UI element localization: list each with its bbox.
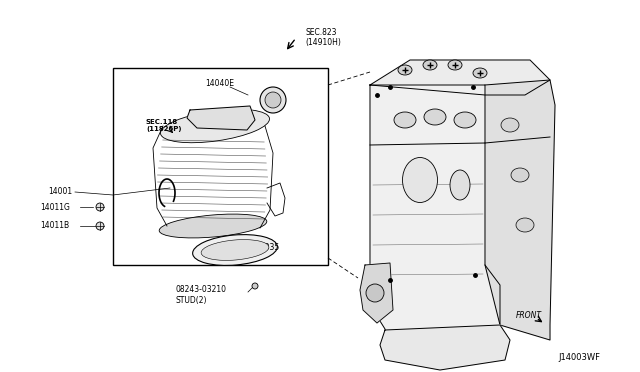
Ellipse shape: [450, 170, 470, 200]
Polygon shape: [485, 80, 555, 340]
Ellipse shape: [473, 68, 487, 78]
Ellipse shape: [366, 284, 384, 302]
Ellipse shape: [265, 92, 281, 108]
Ellipse shape: [424, 109, 446, 125]
Ellipse shape: [448, 60, 462, 70]
Text: J14003WF: J14003WF: [558, 353, 600, 362]
Polygon shape: [380, 325, 510, 370]
Text: FRONT: FRONT: [516, 311, 542, 321]
Polygon shape: [360, 263, 393, 323]
Ellipse shape: [161, 109, 269, 143]
Text: 14011B: 14011B: [40, 221, 69, 231]
Ellipse shape: [260, 87, 286, 113]
Polygon shape: [187, 106, 255, 130]
Ellipse shape: [403, 157, 438, 202]
Ellipse shape: [96, 222, 104, 230]
Ellipse shape: [454, 112, 476, 128]
Ellipse shape: [423, 60, 437, 70]
Text: SEC.118
(11826P): SEC.118 (11826P): [146, 119, 182, 132]
Ellipse shape: [394, 112, 416, 128]
Text: 14040E: 14040E: [205, 80, 234, 89]
Ellipse shape: [201, 240, 269, 260]
Text: 14035: 14035: [255, 244, 279, 253]
Ellipse shape: [516, 218, 534, 232]
Bar: [113, 68, 328, 265]
Ellipse shape: [96, 203, 104, 211]
Polygon shape: [370, 85, 500, 355]
Ellipse shape: [511, 168, 529, 182]
Text: 14001: 14001: [48, 187, 72, 196]
Text: SEC.823
(14910H): SEC.823 (14910H): [305, 28, 341, 47]
Ellipse shape: [398, 65, 412, 75]
Ellipse shape: [159, 214, 267, 238]
Text: 08243-03210
STUD(2): 08243-03210 STUD(2): [175, 285, 226, 305]
Text: 14011G: 14011G: [40, 202, 70, 212]
Ellipse shape: [501, 118, 519, 132]
Ellipse shape: [252, 283, 258, 289]
Polygon shape: [370, 60, 550, 95]
Ellipse shape: [193, 235, 277, 265]
